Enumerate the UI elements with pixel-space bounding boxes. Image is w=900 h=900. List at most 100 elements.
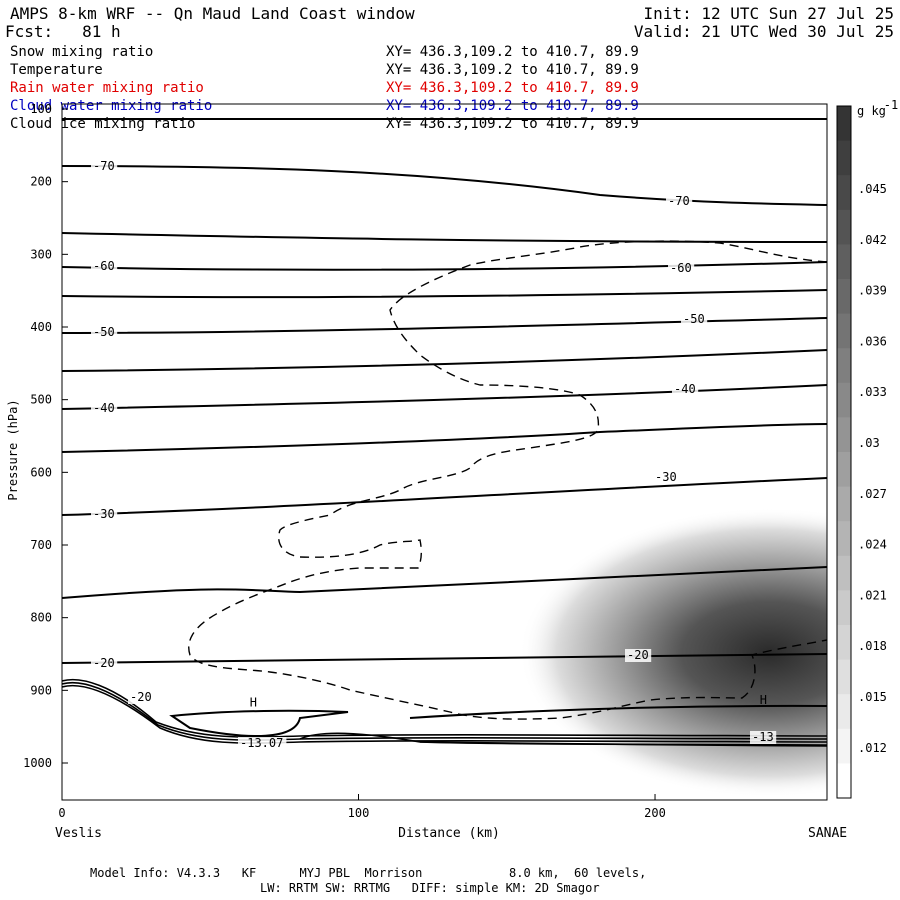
field-name: Temperature (10, 62, 103, 78)
isotherm-line (62, 261, 827, 271)
field-xy: XY= 436.3,109.2 to 410.7, 89.9 (386, 98, 639, 114)
colorbar-swatch (837, 140, 851, 176)
colorbar-tick-label: .024 (858, 538, 887, 552)
colorbar-swatch (837, 625, 851, 661)
x-tick-label: 100 (348, 806, 370, 820)
isotherm-line (62, 349, 827, 372)
field-name: Snow mixing ratio (10, 44, 154, 60)
y-tick-label: 600 (30, 465, 52, 479)
contour-label-bg (653, 471, 680, 484)
right-endpoint-label: SANAE (808, 826, 847, 841)
contour-label: -40 (93, 401, 115, 415)
contour-label-bg (625, 649, 652, 662)
contour-label-bg (91, 402, 118, 415)
y-tick-label: 900 (30, 683, 52, 697)
y-tick-label: 1000 (23, 756, 52, 770)
contour-label-bg (672, 383, 699, 396)
y-tick-label: 700 (30, 538, 52, 552)
cloud-ice-dashed-contour (188, 240, 827, 720)
contour-label-bg (91, 657, 118, 670)
colorbar-swatch (837, 382, 851, 418)
snow-max-blob (519, 507, 827, 798)
y-axis: 100 200 300 400 500 600 700 800 900 1000 (23, 102, 68, 770)
isotherm-line (62, 477, 827, 516)
contour-label-bg (750, 731, 777, 744)
isotherm-line (62, 317, 827, 334)
colorbar-swatch (837, 763, 851, 799)
contour-label: -30 (655, 470, 677, 484)
plot-frame (61, 103, 828, 801)
colorbar-swatch (837, 486, 851, 522)
colorbar-swatch (837, 175, 851, 211)
colorbar-tick-label: .036 (858, 334, 887, 348)
colorbar-swatch (837, 555, 851, 591)
isotherm-line (62, 165, 827, 206)
surface-contour-line (62, 681, 827, 741)
colorbar-tick-label: .039 (858, 284, 887, 298)
contour-label: -20 (627, 648, 649, 662)
contour-label-bg (91, 326, 118, 339)
colorbar-tick-label: .045 (858, 182, 887, 196)
contour-label-bg (91, 508, 118, 521)
contour-label: -40 (674, 382, 696, 396)
isotherm-line (169, 709, 349, 738)
colorbar-unit: g kg (857, 104, 886, 118)
contour-label: -13 (752, 730, 774, 744)
contour-label-bg (666, 195, 693, 208)
contour-label: -70 (93, 159, 115, 173)
y-tick-label: 200 (30, 175, 52, 189)
colorbar-tick-label: .03 (858, 436, 880, 450)
field-xy: XY= 436.3,109.2 to 410.7, 89.9 (386, 80, 639, 96)
contour-label: -20 (130, 690, 152, 704)
colorbar-tick-label: .018 (858, 639, 887, 653)
contour-label-bg (91, 160, 118, 173)
colorbar-tick-label: .015 (858, 690, 887, 704)
colorbar-swatch (837, 452, 851, 488)
y-tick-label: 100 (30, 102, 52, 116)
chart-title: AMPS 8-km WRF -- Qn Maud Land Coast wind… (10, 4, 415, 23)
contour-label: -50 (683, 312, 705, 326)
contour-label-bg (238, 737, 287, 750)
contour-label-bg (91, 260, 118, 273)
field-name: Cloud water mixing ratio (10, 98, 213, 114)
cloud-ice-contour (188, 240, 827, 720)
contour-label: -60 (93, 259, 115, 273)
isotherm-line (409, 704, 827, 719)
isotherm-line (62, 384, 827, 410)
contour-label-bg (681, 313, 708, 326)
model-info-line2: LW: RRTM SW: RRTMG DIFF: simple KM: 2D S… (260, 881, 600, 895)
contour-label: -50 (93, 325, 115, 339)
high-marker-label: H (760, 693, 767, 707)
colorbar-swatch (837, 209, 851, 245)
colorbar: .045 .042 .039 .036 .033 .03 .027 .024 .021 .018.… (836, 98, 898, 799)
temperature-contours (62, 118, 827, 747)
x-axis: 0 100 200 (58, 794, 666, 820)
isotherm-line (62, 289, 827, 299)
high-marker-label: H (250, 695, 257, 709)
left-endpoint-label: Veslis (55, 826, 102, 841)
field-xy: XY= 436.3,109.2 to 410.7, 89.9 (386, 44, 639, 60)
forecast-hour: Fcst: 81 h (5, 22, 121, 41)
colorbar-swatch (837, 244, 851, 280)
field-xy: XY= 436.3,109.2 to 410.7, 89.9 (386, 62, 639, 78)
surface-contour-line (62, 678, 827, 738)
isotherm-line (62, 232, 827, 243)
contour-label: -13.07 (240, 736, 283, 750)
isotherm-line (62, 423, 827, 453)
contour-label: -60 (670, 261, 692, 275)
colorbar-swatch (837, 417, 851, 453)
y-tick-label: 400 (30, 320, 52, 334)
contour-label-bg (128, 691, 155, 704)
init-time: Init: 12 UTC Sun 27 Jul 25 (643, 4, 894, 23)
x-tick-label: 0 (58, 806, 65, 820)
colorbar-swatch (837, 521, 851, 557)
colorbar-tick-label: .033 (858, 385, 887, 399)
y-axis-label: Pressure (hPa) (6, 399, 20, 500)
colorbar-tick-label: .027 (858, 487, 887, 501)
colorbar-swatch (837, 106, 851, 142)
colorbar-tick-label: .021 (858, 588, 887, 602)
y-tick-label: 500 (30, 393, 52, 407)
colorbar-tick-label: .012 (858, 741, 887, 755)
colorbar-swatch (837, 590, 851, 626)
